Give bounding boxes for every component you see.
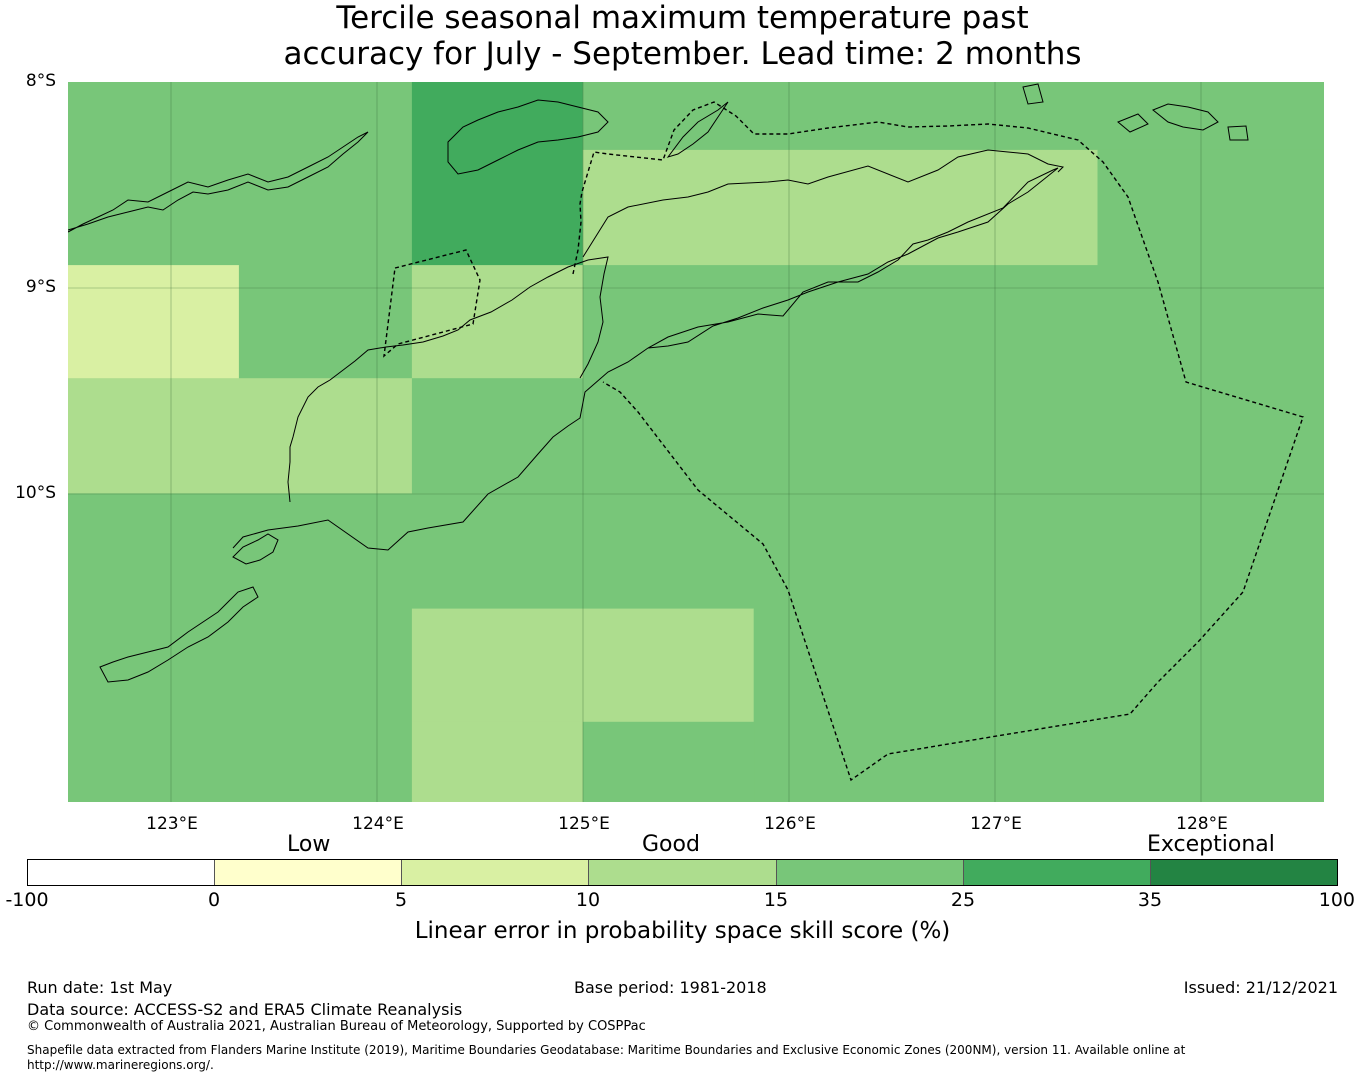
colorbar-title: Linear error in probability space skill …: [414, 918, 951, 944]
lon-label-125e: 125°E: [558, 814, 610, 834]
small-island-1: [1022, 83, 1044, 105]
colorbar-segment-2: [402, 860, 590, 885]
grid-cell-11: [68, 493, 1324, 610]
cbar-tick-100: 100: [1318, 889, 1355, 911]
colorbar-segment-4: [776, 860, 964, 885]
cbar-tick-25: 25: [950, 889, 976, 911]
coastlines: [68, 83, 1249, 683]
grid-cell-14: [753, 608, 1324, 802]
cbar-tick-5: 5: [394, 889, 408, 911]
eez-boundary: [383, 101, 1304, 782]
grid-cell-5: [68, 265, 240, 379]
grid-cells: [68, 82, 1324, 802]
colorbar-segment-1: [215, 860, 403, 885]
grid-cell-6: [238, 265, 413, 379]
cbar-tick-35: 35: [1137, 889, 1163, 911]
small-island-2: [1117, 113, 1149, 133]
chart-title: Tercile seasonal maximum temperature pas…: [0, 0, 1365, 72]
lon-label-124e: 124°E: [352, 814, 404, 834]
small-island-3: [1227, 125, 1249, 141]
grid-cell-3: [582, 149, 1099, 266]
grid-cell-0: [68, 82, 413, 266]
timor-island-coastline: [232, 167, 1059, 551]
east-timor-coastline: [582, 149, 1065, 258]
shapefile-credit-line-1: Shapefile data extracted from Flanders M…: [27, 1043, 1186, 1057]
wetar-coastline: [666, 101, 729, 158]
base-period: Base period: 1981-2018: [574, 978, 767, 997]
grid-cell-16: [582, 721, 755, 802]
colorbar-segment-3: [589, 860, 777, 885]
run-date: Run date: 1st May: [27, 978, 173, 997]
sumba-coastline: [232, 533, 279, 565]
colorbar: [27, 859, 1338, 886]
data-source: Data source: ACCESS-S2 and ERA5 Climate …: [27, 1000, 463, 1019]
grid-cell-2: [582, 82, 1324, 151]
issued-date: Issued: 21/12/2021: [1183, 978, 1338, 997]
lat-label-10s: 10°S: [15, 483, 56, 503]
lon-label-126e: 126°E: [764, 814, 816, 834]
grid-cell-12: [68, 608, 413, 802]
cbar-tick-15: 15: [763, 889, 789, 911]
grid-cell-8: [582, 265, 1324, 494]
cbar-tick-minus100: -100: [5, 889, 49, 911]
title-line-2: accuracy for July - September. Lead time…: [283, 36, 1082, 72]
category-label-good: Good: [642, 832, 700, 857]
graticule: [68, 82, 1324, 802]
grid-cell-4: [1097, 149, 1324, 266]
cbar-tick-0: 0: [207, 889, 221, 911]
grid-cell-10: [411, 378, 584, 494]
lat-label-9s: 9°S: [25, 277, 56, 297]
colorbar-segment-0: [28, 860, 216, 885]
lat-label-8s: 8°S: [25, 71, 56, 91]
category-label-low: Low: [287, 832, 331, 857]
title-line-1: Tercile seasonal maximum temperature pas…: [336, 0, 1029, 36]
grid-cell-1: [411, 82, 584, 266]
cbar-tick-10: 10: [575, 889, 601, 911]
north-timor-coastline: [287, 256, 609, 503]
babar-coastline: [1152, 103, 1219, 131]
copyright: © Commonwealth of Australia 2021, Austra…: [27, 1019, 646, 1034]
alor-coastline: [447, 99, 609, 175]
lon-label-127e: 127°E: [970, 814, 1022, 834]
colorbar-segment-6: [1150, 860, 1337, 885]
colorbar-segment-5: [963, 860, 1151, 885]
flores-coastline: [68, 131, 369, 233]
grid-cell-15: [411, 721, 584, 802]
grid-cell-9: [68, 378, 413, 494]
rote-coastline: [99, 586, 259, 683]
category-label-exceptional: Exceptional: [1147, 832, 1275, 857]
grid-cell-7: [411, 265, 584, 379]
lon-label-128e: 128°E: [1176, 814, 1228, 834]
lon-label-123e: 123°E: [146, 814, 198, 834]
skill-score-map: [68, 82, 1324, 802]
shapefile-credit-line-2: http://www.marineregions.org/.: [27, 1058, 214, 1072]
